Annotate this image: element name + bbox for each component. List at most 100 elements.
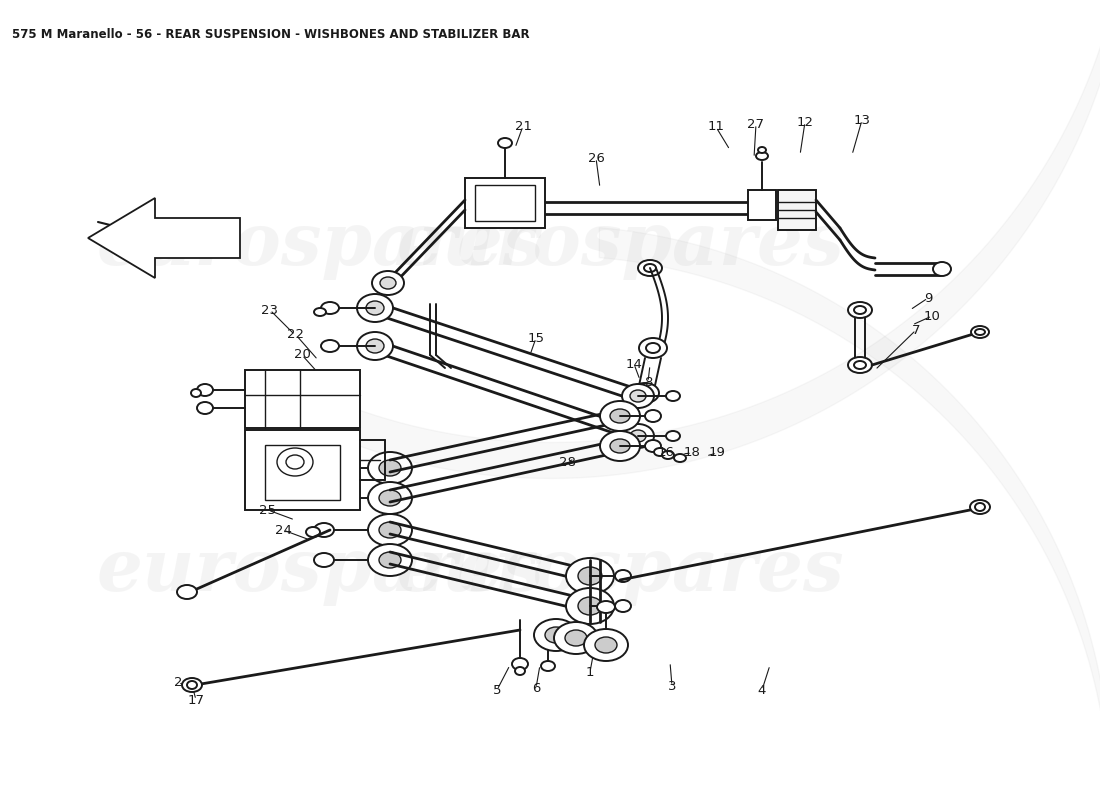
Bar	[778, 190, 816, 230]
Ellipse shape	[674, 454, 686, 462]
Ellipse shape	[191, 389, 201, 397]
Ellipse shape	[975, 503, 984, 511]
Text: eurospares: eurospares	[96, 210, 543, 281]
Ellipse shape	[646, 343, 660, 353]
Ellipse shape	[286, 455, 304, 469]
Text: 4: 4	[758, 683, 767, 697]
Ellipse shape	[621, 384, 654, 408]
Ellipse shape	[654, 448, 666, 456]
Text: 18: 18	[683, 446, 701, 459]
Text: 26: 26	[587, 151, 604, 165]
Text: 28: 28	[559, 455, 575, 469]
Ellipse shape	[379, 552, 401, 568]
Text: eurospares: eurospares	[96, 534, 543, 606]
Ellipse shape	[368, 514, 412, 546]
Ellipse shape	[566, 558, 614, 594]
Text: 17: 17	[187, 694, 205, 706]
Text: 20: 20	[294, 349, 310, 362]
Text: 25: 25	[260, 503, 276, 517]
Ellipse shape	[379, 522, 401, 538]
Text: 27: 27	[748, 118, 764, 130]
Ellipse shape	[610, 409, 630, 423]
Ellipse shape	[578, 597, 602, 615]
Ellipse shape	[379, 277, 396, 289]
Text: 2: 2	[174, 677, 183, 690]
Ellipse shape	[933, 262, 952, 276]
Ellipse shape	[597, 601, 615, 613]
Ellipse shape	[662, 451, 674, 459]
Ellipse shape	[848, 302, 872, 318]
Text: 22: 22	[287, 329, 305, 342]
Ellipse shape	[512, 658, 528, 670]
Text: 14: 14	[626, 358, 642, 370]
Ellipse shape	[666, 431, 680, 441]
Ellipse shape	[554, 622, 598, 654]
Ellipse shape	[584, 629, 628, 661]
Text: 21: 21	[515, 119, 531, 133]
Ellipse shape	[314, 553, 334, 567]
Bar	[748, 190, 775, 220]
Ellipse shape	[645, 410, 661, 422]
Ellipse shape	[498, 138, 512, 148]
Polygon shape	[88, 198, 240, 278]
Ellipse shape	[595, 637, 617, 653]
Ellipse shape	[666, 391, 680, 401]
Ellipse shape	[358, 294, 393, 322]
Ellipse shape	[621, 424, 654, 448]
Ellipse shape	[566, 588, 614, 624]
Text: 7: 7	[912, 323, 921, 337]
Ellipse shape	[314, 308, 326, 316]
Ellipse shape	[366, 301, 384, 315]
Text: 3: 3	[668, 679, 676, 693]
Ellipse shape	[848, 357, 872, 373]
Ellipse shape	[314, 491, 334, 505]
Bar	[265, 445, 340, 500]
Ellipse shape	[630, 430, 646, 442]
Ellipse shape	[630, 390, 646, 402]
Ellipse shape	[615, 570, 631, 582]
Ellipse shape	[306, 527, 320, 537]
Ellipse shape	[534, 619, 578, 651]
Text: 12: 12	[796, 115, 814, 129]
Ellipse shape	[314, 523, 334, 537]
Ellipse shape	[368, 544, 412, 576]
Text: 24: 24	[275, 523, 292, 537]
Ellipse shape	[578, 567, 602, 585]
Ellipse shape	[565, 630, 587, 646]
Text: 9: 9	[924, 291, 932, 305]
Ellipse shape	[600, 431, 640, 461]
Ellipse shape	[187, 681, 197, 689]
Ellipse shape	[314, 461, 334, 475]
Ellipse shape	[639, 338, 667, 358]
Ellipse shape	[197, 402, 213, 414]
Ellipse shape	[197, 384, 213, 396]
Ellipse shape	[366, 339, 384, 353]
Text: 1: 1	[585, 666, 594, 678]
Bar	[465, 178, 544, 228]
Text: eurospares: eurospares	[396, 210, 844, 281]
Text: 6: 6	[531, 682, 540, 694]
Ellipse shape	[182, 678, 202, 692]
Ellipse shape	[644, 264, 656, 272]
Ellipse shape	[638, 388, 652, 398]
Text: 10: 10	[924, 310, 940, 322]
Text: 8: 8	[644, 375, 652, 389]
Ellipse shape	[645, 440, 661, 452]
Ellipse shape	[631, 383, 659, 403]
Text: 5: 5	[493, 683, 502, 697]
Ellipse shape	[277, 448, 313, 476]
Ellipse shape	[321, 302, 339, 314]
Ellipse shape	[321, 340, 339, 352]
Text: eurospares: eurospares	[396, 534, 844, 606]
Ellipse shape	[372, 271, 404, 295]
Ellipse shape	[854, 306, 866, 314]
Text: 23: 23	[262, 303, 278, 317]
Ellipse shape	[600, 401, 640, 431]
Ellipse shape	[756, 152, 768, 160]
Ellipse shape	[610, 439, 630, 453]
Text: 15: 15	[528, 331, 544, 345]
Ellipse shape	[854, 361, 866, 369]
Text: 16: 16	[658, 446, 674, 458]
Ellipse shape	[971, 326, 989, 338]
Ellipse shape	[177, 585, 197, 599]
